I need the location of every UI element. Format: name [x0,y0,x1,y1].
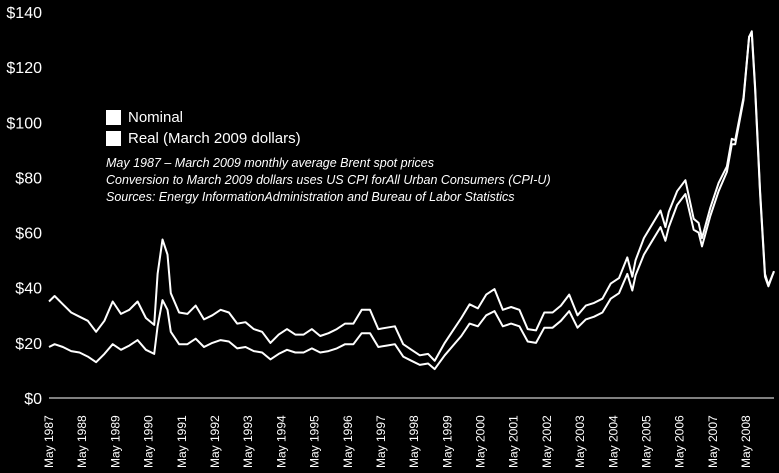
x-tick-label: May 1996 [341,415,355,468]
x-tick-label: May 2000 [474,415,488,468]
legend-item-real: Real (March 2009 dollars) [106,128,301,149]
series-line-nominal [48,30,775,371]
x-tick-label: May 1997 [374,415,388,468]
x-tick-label: May 2002 [540,415,554,468]
x-tick-label: May 1992 [208,415,222,468]
x-tick-label: May 2006 [673,415,687,468]
legend-label-nominal: Nominal [128,109,184,126]
legend: Nominal Real (March 2009 dollars) [106,107,301,149]
y-tick-label: $80 [15,170,42,187]
note-date-range: May 1987 – March 2009 monthly average Br… [106,156,434,170]
x-tick-label: May 1990 [142,415,156,468]
y-axis-ticks: $0 $20 $40 $60 $80 $100 $120 $140 [6,5,42,408]
x-tick-label: May 1998 [407,415,421,468]
x-tick-label: May 2007 [706,415,720,468]
y-tick-label: $0 [24,391,42,408]
y-tick-label: $140 [6,5,42,22]
x-tick-label: May 1999 [440,415,454,468]
y-tick-label: $60 [15,226,42,243]
chart-notes: May 1987 – March 2009 monthly average Br… [106,155,551,206]
y-tick-label: $40 [15,281,42,298]
note-conversion: Conversion to March 2009 dollars uses US… [106,173,551,187]
legend-swatch-nominal [106,110,121,125]
x-tick-label: May 1987 [42,415,56,468]
x-axis-ticks: May 1987 May 1988 May 1989 May 1990 May 1991… [42,415,753,468]
x-tick-label: May 1994 [274,415,288,468]
legend-swatch-real [106,131,121,146]
note-sources: Sources: Energy InformationAdministratio… [106,190,515,204]
x-tick-label: May 2004 [606,415,620,468]
x-tick-label: May 2001 [507,415,521,468]
x-tick-label: May 2008 [739,415,753,468]
x-tick-label: May 1989 [108,415,122,468]
legend-item-nominal: Nominal [106,107,301,128]
y-tick-label: $100 [6,115,42,132]
x-tick-label: May 2003 [573,415,587,468]
x-tick-label: May 2005 [640,415,654,468]
legend-label-real: Real (March 2009 dollars) [128,130,301,147]
y-tick-label: $20 [15,336,42,353]
x-tick-label: May 1991 [175,415,189,468]
series-lines [48,30,775,371]
series-line-real [48,33,775,362]
x-tick-label: May 1988 [75,415,89,468]
x-tick-label: May 1993 [241,415,255,468]
y-tick-label: $120 [6,60,42,77]
x-tick-label: May 1995 [308,415,322,468]
